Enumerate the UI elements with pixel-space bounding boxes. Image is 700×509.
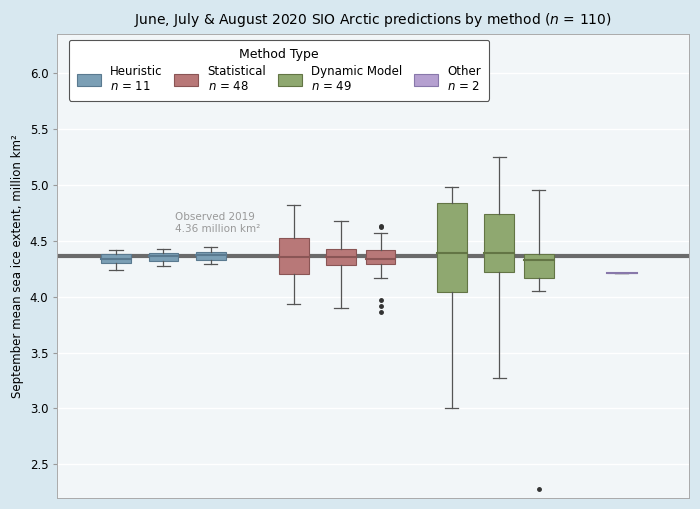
- Bar: [484, 214, 514, 272]
- Bar: [326, 248, 356, 265]
- Bar: [148, 253, 178, 261]
- Title: June, July & August 2020 SIO Arctic predictions by method ($n$ = 110): June, July & August 2020 SIO Arctic pred…: [134, 11, 612, 29]
- Legend: Heuristic
$n$ = 11, Statistical
$n$ = 48, Dynamic Model
$n$ = 49, Other
$n$ = 2: Heuristic $n$ = 11, Statistical $n$ = 48…: [69, 40, 489, 101]
- Bar: [196, 252, 225, 260]
- Text: Observed 2019
4.36 million km²: Observed 2019 4.36 million km²: [175, 212, 260, 234]
- Bar: [366, 249, 396, 264]
- Bar: [279, 238, 309, 274]
- Bar: [524, 254, 554, 277]
- Bar: [101, 254, 131, 263]
- Bar: [437, 203, 467, 292]
- Y-axis label: September mean sea ice extent, million km²: September mean sea ice extent, million k…: [11, 134, 24, 398]
